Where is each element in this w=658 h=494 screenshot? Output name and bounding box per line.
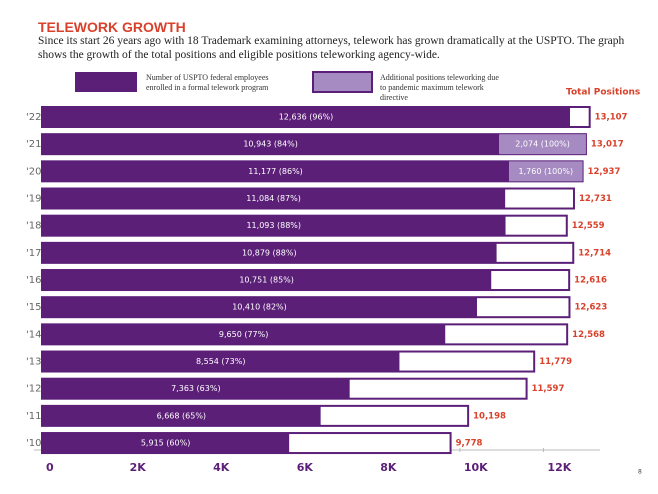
bar-value-label: 11,093 (88%) — [246, 221, 301, 230]
page-number: 8 — [638, 469, 642, 476]
bar-value-label: 6,668 (65%) — [157, 411, 206, 420]
legend-label: Additional positions teleworking due to … — [380, 73, 499, 102]
bar-value-label: 2,074 (100%) — [515, 140, 570, 149]
bar-value-label: 10,410 (82%) — [232, 303, 287, 312]
bar-value-label: 10,751 (85%) — [239, 276, 294, 285]
bar-value-label: 12,636 (96%) — [279, 113, 334, 122]
total-label: 12,568 — [572, 330, 605, 340]
bar-segment — [42, 324, 446, 345]
bar-segment — [42, 378, 350, 399]
bar-segment — [509, 161, 583, 182]
total-label: 12,616 — [574, 276, 607, 286]
bar-value-label: 9,650 (77%) — [219, 330, 268, 339]
total-label: 12,559 — [572, 221, 605, 231]
y-tick-label: '10 — [26, 438, 41, 449]
legend-swatch — [312, 71, 373, 93]
legend-label: Total Positions — [566, 88, 640, 98]
bar-value-label: 7,363 (63%) — [171, 384, 220, 393]
total-label: 11,597 — [532, 384, 565, 394]
total-label: 13,017 — [591, 140, 624, 150]
y-tick-label: '21 — [26, 139, 41, 150]
bar-segment — [42, 297, 477, 318]
bar-value-label: 11,084 (87%) — [246, 194, 301, 203]
bar-segment — [42, 270, 492, 291]
total-label: 11,779 — [539, 357, 572, 367]
y-tick-label: '12 — [26, 384, 41, 395]
x-tick-label: 4K — [213, 461, 230, 474]
y-tick-label: '15 — [26, 302, 41, 313]
x-tick-label: 2K — [130, 461, 147, 474]
bar-segment — [42, 242, 497, 263]
x-tick-label: 8K — [380, 461, 397, 474]
bar-value-label: 1,760 (100%) — [519, 167, 574, 176]
total-label: 12,731 — [579, 194, 612, 204]
y-tick-label: '18 — [26, 221, 41, 232]
y-tick-label: '13 — [26, 357, 41, 368]
bar-segment — [42, 433, 290, 454]
total-label: 13,107 — [595, 113, 628, 123]
total-label: 12,623 — [574, 303, 607, 313]
bar-value-label: 8,554 (73%) — [196, 357, 245, 366]
y-tick-label: '14 — [26, 329, 41, 340]
y-tick-label: '20 — [26, 166, 41, 177]
bar-segment — [42, 134, 500, 155]
bar-value-label: 11,177 (86%) — [248, 167, 303, 176]
legend-swatch — [75, 72, 137, 92]
x-tick-label: 10K — [464, 461, 488, 474]
total-label: 9,778 — [456, 439, 483, 449]
x-tick-label: 0 — [46, 461, 54, 474]
y-tick-label: '17 — [26, 248, 41, 259]
y-tick-label: '19 — [26, 194, 41, 205]
y-tick-label: '22 — [26, 112, 41, 123]
x-tick-label: 12K — [547, 461, 571, 474]
bar-segment — [42, 188, 506, 209]
total-label: 12,937 — [588, 167, 621, 177]
bar-segment — [42, 107, 571, 127]
x-tick-label: 6K — [297, 461, 314, 474]
chart-title: TELEWORK GROWTH — [38, 19, 186, 35]
bar-value-label: 10,879 (88%) — [242, 248, 297, 257]
total-label: 10,198 — [473, 411, 506, 421]
y-tick-label: '11 — [26, 411, 41, 422]
y-tick-label: '16 — [26, 275, 41, 286]
legend-label: Number of USPTO federal employees enroll… — [146, 73, 269, 92]
bar-value-label: 10,943 (84%) — [243, 140, 298, 149]
total-label: 12,714 — [578, 248, 611, 258]
bar-segment — [42, 351, 400, 372]
bar-segment — [42, 405, 321, 426]
bar-value-label: 5,915 (60%) — [141, 439, 190, 448]
bar-segment — [42, 215, 506, 236]
bar-segment — [42, 161, 510, 182]
bar-segment — [499, 134, 586, 155]
chart-subtitle: Since its start 26 years ago with 18 Tra… — [38, 35, 625, 61]
